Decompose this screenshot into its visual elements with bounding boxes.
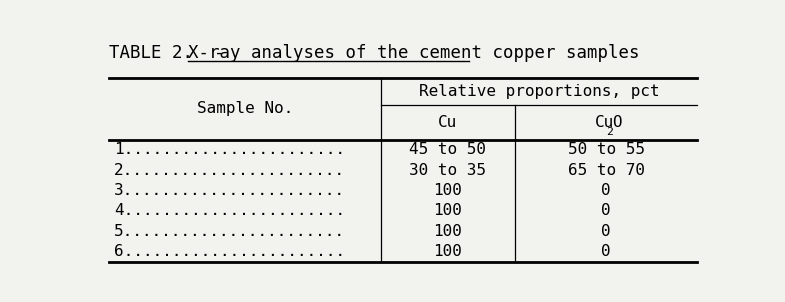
Text: 4.......................: 4....................... [114, 204, 345, 218]
Text: 45 to 50: 45 to 50 [410, 143, 487, 157]
Text: 100: 100 [433, 224, 462, 239]
Text: 2.......................: 2....................... [114, 163, 345, 178]
Text: 100: 100 [433, 204, 462, 218]
Text: 6.......................: 6....................... [114, 244, 345, 259]
Text: Cu: Cu [438, 115, 458, 130]
Text: 100: 100 [433, 183, 462, 198]
Text: Cu: Cu [594, 115, 614, 130]
Text: Sample No.: Sample No. [197, 101, 293, 116]
Text: 1.......................: 1....................... [114, 143, 345, 157]
Text: O: O [612, 115, 622, 130]
Text: 0: 0 [601, 204, 611, 218]
Text: 100: 100 [433, 244, 462, 259]
Text: 3.......................: 3....................... [114, 183, 345, 198]
Text: 30 to 35: 30 to 35 [410, 163, 487, 178]
Text: 65 to 70: 65 to 70 [568, 163, 644, 178]
Text: 2: 2 [606, 127, 613, 137]
Text: 0: 0 [601, 183, 611, 198]
Text: TABLE 2.  -: TABLE 2. - [109, 44, 235, 63]
Text: 0: 0 [601, 224, 611, 239]
Text: 50 to 55: 50 to 55 [568, 143, 644, 157]
Text: 5.......................: 5....................... [114, 224, 345, 239]
Text: 0: 0 [601, 244, 611, 259]
Text: Relative proportions, pct: Relative proportions, pct [419, 84, 659, 99]
Text: X-ray analyses of the cement copper samples: X-ray analyses of the cement copper samp… [188, 44, 639, 63]
